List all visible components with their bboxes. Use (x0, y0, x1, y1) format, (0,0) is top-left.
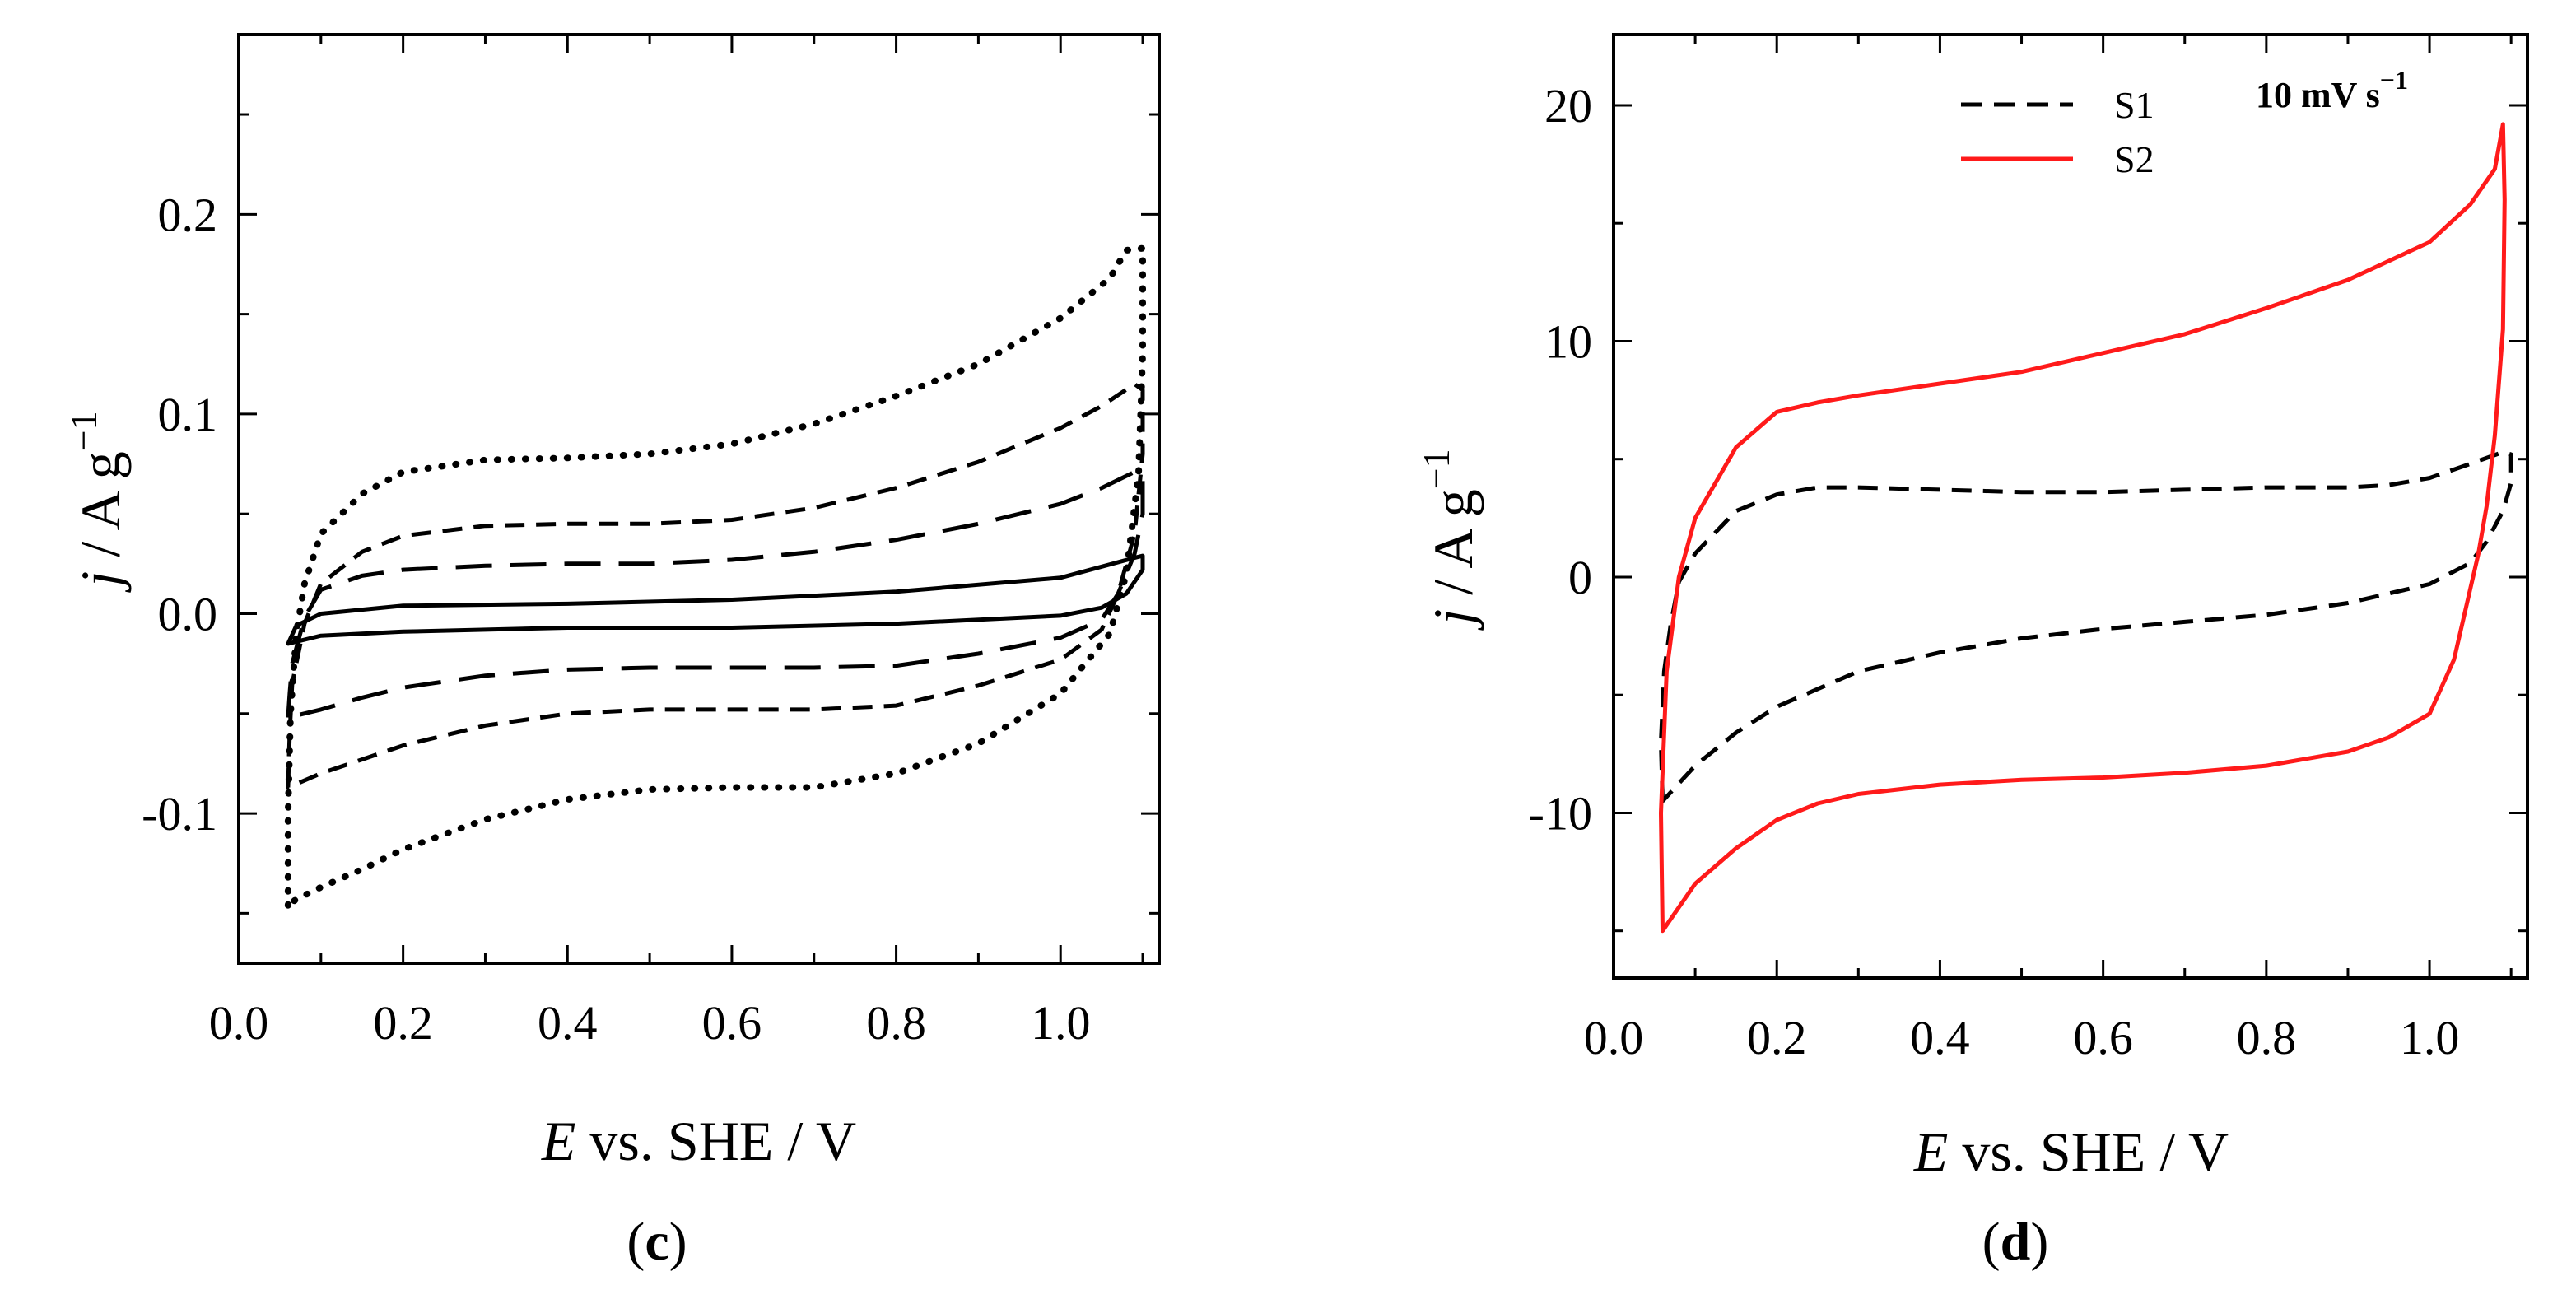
panel-c-y-ticks: -0.1 0.0 0.1 0.2 (142, 113, 1159, 915)
y-tick-label: 0 (1568, 551, 1592, 604)
x-tick-label: 0.2 (1747, 1011, 1807, 1064)
panel-c-series-shortdash-2 (286, 382, 1145, 789)
panel-d-y-axis-label: j / A g−1 (1415, 449, 1484, 631)
panel-c-series (284, 244, 1146, 909)
panel-d: -10 0 10 20 0.0 0.2 0.4 0.6 0.8 1.0 S1 S2 10 mV … (1415, 33, 2529, 1272)
y-tick-label: 0.1 (158, 388, 218, 441)
y-tick-label: 0.0 (158, 587, 218, 640)
x-tick-label: 1.0 (1031, 996, 1091, 1050)
panel-c-series-longdash-1 (286, 469, 1145, 720)
x-tick-label: 0.4 (1910, 1011, 1970, 1064)
y-tick-label: 20 (1544, 79, 1592, 133)
panel-d-x-ticks: 0.0 0.2 0.4 0.6 0.8 1.0 (1584, 35, 2513, 1064)
panel-c-y-axis-label: j / A g−1 (63, 411, 132, 593)
panel-d-series (1659, 122, 2513, 934)
panel-c-frame (237, 33, 1161, 965)
panel-c: -0.1 0.0 0.1 0.2 0.0 0.2 0.4 0.6 0.8 1.0 E vs. S… (63, 33, 1161, 1272)
panel-d-scan-rate-annotation: 10 mV s−1 (2256, 65, 2408, 115)
legend-label-s1: S1 (2114, 84, 2154, 126)
x-tick-label: 0.0 (1584, 1011, 1644, 1064)
panel-d-legend: S1 S2 (1961, 84, 2154, 180)
panel-d-label: (d) (1982, 1212, 2049, 1272)
panel-c-series-solid-0 (286, 553, 1145, 646)
panel-c-series-dotted-3 (284, 244, 1146, 909)
x-tick-label: 0.8 (866, 996, 926, 1050)
x-tick-label: 0.2 (373, 996, 433, 1050)
x-tick-label: 0.8 (2237, 1011, 2297, 1064)
panel-c-x-axis-label: E vs. SHE / V (541, 1110, 856, 1172)
panel-d-x-axis-label: E vs. SHE / V (1913, 1120, 2229, 1183)
x-tick-label: 0.4 (538, 996, 598, 1050)
y-tick-label: -10 (1529, 786, 1592, 840)
panel-d-series-s2 (1659, 122, 2507, 934)
y-tick-label: -0.1 (142, 787, 217, 841)
panel-d-series-s1 (1659, 449, 2513, 803)
panel-d-frame (1612, 33, 2529, 980)
legend-label-s2: S2 (2114, 138, 2154, 180)
y-tick-label: 10 (1544, 314, 1592, 368)
x-tick-label: 1.0 (2400, 1011, 2460, 1064)
panel-d-y-ticks: -10 0 10 20 (1529, 79, 2527, 933)
x-tick-label: 0.6 (2073, 1011, 2133, 1064)
y-tick-label: 0.2 (158, 188, 218, 241)
panel-c-label: (c) (627, 1212, 687, 1272)
x-tick-label: 0.0 (209, 996, 269, 1050)
x-tick-label: 0.6 (702, 996, 762, 1050)
panel-c-x-ticks: 0.0 0.2 0.4 0.6 0.8 1.0 (209, 35, 1144, 1050)
